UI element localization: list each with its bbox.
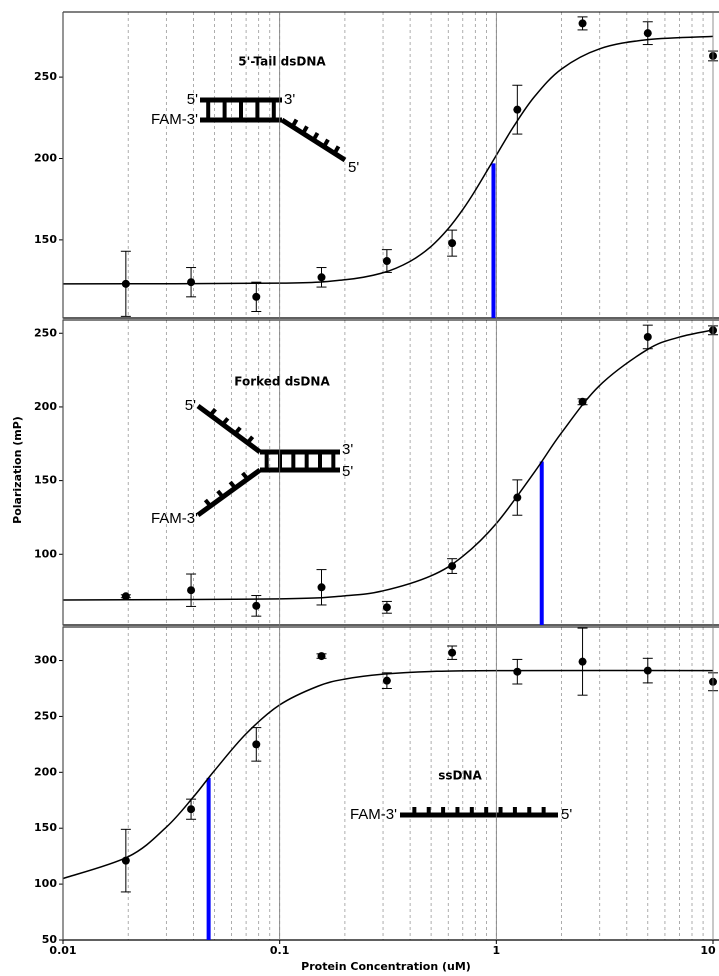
dna-base <box>203 498 212 508</box>
dna-base <box>246 435 255 445</box>
data-point <box>317 652 326 661</box>
y-tick-label: 250 <box>34 709 57 722</box>
y-tick-label: 250 <box>34 326 57 339</box>
data-point <box>578 657 587 666</box>
fit-curve <box>62 669 714 880</box>
dna-base <box>301 125 309 135</box>
data-point <box>643 666 652 675</box>
strand-label: 5' <box>342 463 353 480</box>
strand-label: 3' <box>342 441 353 458</box>
data-point <box>643 332 652 341</box>
dna-strand <box>196 403 262 455</box>
data-point <box>121 592 130 601</box>
dna-base <box>208 407 217 417</box>
y-tick-label: 200 <box>34 151 57 164</box>
strand-label: 3' <box>284 91 295 108</box>
data-point <box>187 805 196 814</box>
dna-base <box>221 417 230 426</box>
data-point <box>317 273 326 282</box>
data-point <box>382 676 391 685</box>
y-tick-label: 100 <box>34 547 57 560</box>
x-tick-label: 10 <box>700 944 716 957</box>
dna-strand <box>196 467 262 518</box>
y-axis-label: Polarization (mP) <box>11 416 24 524</box>
strand-label: FAM-3' <box>151 111 198 128</box>
data-point <box>317 583 326 592</box>
y-tick-label: 150 <box>34 233 57 246</box>
dna-base <box>290 118 299 128</box>
dna-base <box>216 489 225 499</box>
strand-label: 5' <box>561 806 572 823</box>
data-point <box>513 105 522 114</box>
strand-label: 5' <box>348 159 359 176</box>
x-tick-label: 0.1 <box>270 944 290 957</box>
strand-label: 5' <box>187 91 198 108</box>
y-tick-label: 50 <box>42 933 58 946</box>
strand-label: 5' <box>185 397 196 414</box>
data-point <box>578 19 587 28</box>
dna-base <box>241 471 250 481</box>
data-point <box>252 292 261 301</box>
x-tick-label: 0.01 <box>49 944 76 957</box>
data-point <box>121 856 130 865</box>
dna-base <box>233 426 242 435</box>
y-tick-label: 200 <box>34 765 57 778</box>
dna-base <box>311 132 320 141</box>
data-point <box>187 278 196 287</box>
dna-base <box>332 145 341 155</box>
y-tick-label: 250 <box>34 70 57 83</box>
y-tick-label: 200 <box>34 400 57 413</box>
fit-curve <box>62 35 714 285</box>
fit-curve <box>62 329 714 601</box>
strand-label: FAM-3' <box>350 806 397 823</box>
data-point <box>252 601 261 610</box>
data-point <box>513 667 522 676</box>
panel-title: Forked dsDNA <box>234 375 330 389</box>
panel-title: ssDNA <box>438 769 482 783</box>
data-point <box>187 586 196 595</box>
data-point <box>448 648 457 657</box>
y-tick-label: 150 <box>34 474 57 487</box>
y-tick-label: 100 <box>34 877 57 890</box>
data-point <box>513 493 522 502</box>
panel-title: 5'-Tail dsDNA <box>238 55 326 69</box>
y-tick-label: 150 <box>34 821 57 834</box>
data-point <box>643 29 652 38</box>
data-point <box>382 257 391 266</box>
data-point <box>578 397 587 406</box>
y-tick-label: 300 <box>34 654 57 667</box>
data-point <box>448 239 457 248</box>
data-point <box>121 279 130 288</box>
x-axis-label: Protein Concentration (uM) <box>301 960 471 973</box>
strand-label: FAM-3' <box>151 510 198 527</box>
data-point <box>252 740 261 749</box>
dna-base <box>228 480 237 490</box>
x-tick-label: 1 <box>493 944 501 957</box>
dna-base <box>322 138 330 148</box>
data-point <box>382 603 391 612</box>
data-point <box>448 562 457 571</box>
